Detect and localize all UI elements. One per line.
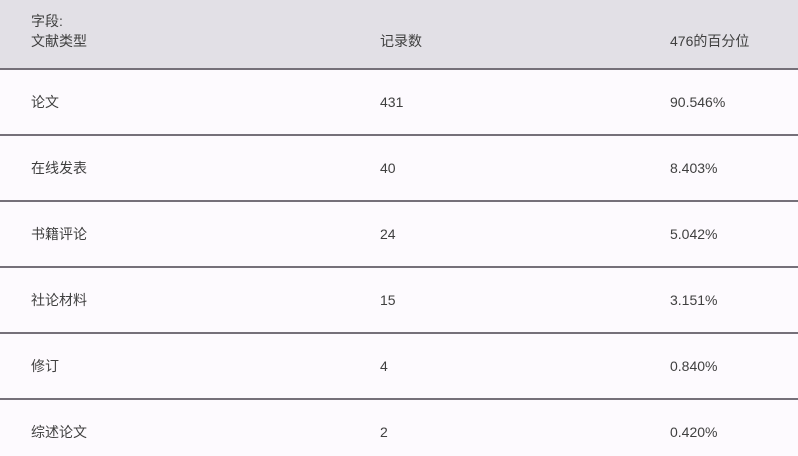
percent-cell: 5.042% (670, 201, 798, 268)
record-count-cell: 4 (380, 333, 670, 400)
table-row: 在线发表 40 8.403% (0, 135, 798, 202)
table-row: 修订 4 0.840% (0, 333, 798, 400)
percentile-column-label: 476的百分位 (670, 33, 750, 49)
record-count-column-label: 记录数 (380, 33, 422, 49)
doc-type-cell: 综述论文 (0, 399, 380, 456)
percent-cell: 0.420% (670, 399, 798, 456)
table-row: 论文 431 90.546% (0, 69, 798, 136)
doc-type-cell: 在线发表 (0, 135, 380, 202)
record-count-cell: 431 (380, 69, 670, 136)
record-count-cell: 24 (380, 201, 670, 268)
table-row: 社论材料 15 3.151% (0, 267, 798, 334)
col-header-record-count: 记录数 (380, 0, 670, 70)
table-header-row: 字段: 文献类型 记录数 476的百分位 (0, 0, 798, 70)
record-count-cell: 15 (380, 267, 670, 334)
percent-cell: 0.840% (670, 333, 798, 400)
record-count-cell: 2 (380, 399, 670, 456)
percent-cell: 3.151% (670, 267, 798, 334)
record-count-cell: 40 (380, 135, 670, 202)
col-header-doc-type: 字段: 文献类型 (0, 0, 380, 70)
doc-type-cell: 社论材料 (0, 267, 380, 334)
table-row: 书籍评论 24 5.042% (0, 201, 798, 268)
doc-type-cell: 论文 (0, 69, 380, 136)
doc-type-cell: 修订 (0, 333, 380, 400)
table-row: 综述论文 2 0.420% (0, 399, 798, 456)
percent-cell: 8.403% (670, 135, 798, 202)
col-header-percentile: 476的百分位 (670, 0, 798, 70)
doc-type-cell: 书籍评论 (0, 201, 380, 268)
doc-type-column-label: 文献类型 (31, 33, 87, 49)
percent-cell: 90.546% (670, 69, 798, 136)
field-label: 字段: (31, 13, 63, 29)
